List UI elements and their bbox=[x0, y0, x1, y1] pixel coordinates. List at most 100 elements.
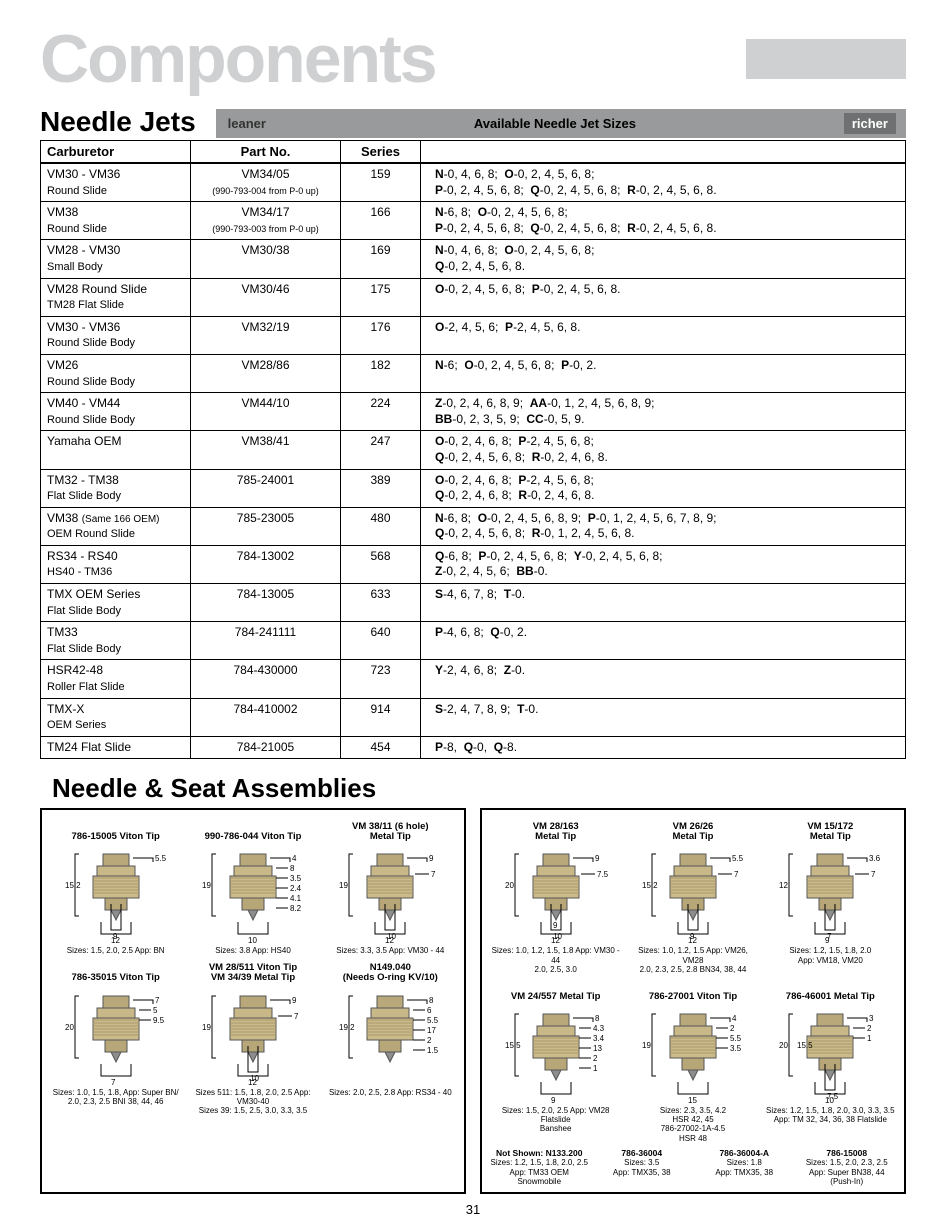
svg-text:10: 10 bbox=[825, 1096, 834, 1104]
table-row: TM32 - TM38Flat Slide Body785-24001389O-… bbox=[41, 469, 906, 507]
page-number: 31 bbox=[40, 1202, 906, 1217]
cell-sizes: N-0, 4, 6, 8; O-0, 2, 4, 5, 6, 8; Q-0, 2… bbox=[421, 240, 906, 278]
cell-sizes: N-6, 8; O-0, 2, 4, 5, 6, 8, 9; P-0, 1, 2… bbox=[421, 507, 906, 545]
cell-part-no: 784-13005 bbox=[191, 584, 341, 622]
svg-text:7: 7 bbox=[155, 996, 160, 1005]
svg-text:12: 12 bbox=[385, 936, 394, 944]
assembly-caption: Sizes: 1.0, 1.5, 1.8, App: Super BN/2.0,… bbox=[50, 1088, 181, 1106]
svg-text:3.6: 3.6 bbox=[869, 854, 881, 863]
assembly-label: 990-786-044 Viton Tip bbox=[187, 820, 318, 842]
svg-text:12: 12 bbox=[111, 936, 120, 944]
cell-part-no: VM34/17(990-793-003 from P-0 up) bbox=[191, 202, 341, 240]
svg-text:5: 5 bbox=[153, 1006, 158, 1015]
svg-text:7: 7 bbox=[734, 870, 739, 879]
svg-text:19: 19 bbox=[202, 1023, 211, 1032]
svg-text:7: 7 bbox=[431, 870, 436, 879]
cell-carburetor: TM32 - TM38Flat Slide Body bbox=[41, 469, 191, 507]
col-header-sizes bbox=[421, 141, 906, 164]
table-row: VM28 - VM30Small BodyVM30/38169N-0, 4, 6… bbox=[41, 240, 906, 278]
cell-series: 159 bbox=[341, 163, 421, 202]
cell-part-no: VM28/86 bbox=[191, 354, 341, 392]
svg-text:15.5: 15.5 bbox=[797, 1041, 813, 1050]
cell-carburetor: TM24 Flat Slide bbox=[41, 736, 191, 759]
cell-carburetor: RS34 - RS40HS40 - TM36 bbox=[41, 545, 191, 583]
svg-text:15.2: 15.2 bbox=[642, 881, 658, 890]
cell-series: 169 bbox=[341, 240, 421, 278]
cell-carburetor: VM38 (Same 166 OEM)OEM Round Slide bbox=[41, 507, 191, 545]
svg-text:5.5: 5.5 bbox=[730, 1034, 742, 1043]
svg-text:12: 12 bbox=[248, 1078, 257, 1086]
svg-text:9: 9 bbox=[553, 921, 558, 930]
svg-text:8.2: 8.2 bbox=[290, 904, 302, 913]
cell-series: 454 bbox=[341, 736, 421, 759]
assembly-cell: N149.040 (Needs O-ring KV/10)19.2865.517… bbox=[325, 962, 456, 1116]
assembly-label: 786-27001 Viton Tip bbox=[627, 980, 758, 1002]
needle-jets-heading: Needle Jets bbox=[40, 106, 196, 138]
cell-series: 568 bbox=[341, 545, 421, 583]
svg-text:4: 4 bbox=[292, 854, 297, 863]
cell-carburetor: HSR42-48Roller Flat Slide bbox=[41, 660, 191, 698]
cell-carburetor: VM28 - VM30Small Body bbox=[41, 240, 191, 278]
assembly-caption: Sizes: 1.2, 1.5, 1.8, 2.0App: VM18, VM20 bbox=[765, 946, 896, 964]
svg-text:7.5: 7.5 bbox=[597, 870, 609, 879]
assembly-label: 786-35015 Viton Tip bbox=[50, 962, 181, 984]
svg-text:3.5: 3.5 bbox=[730, 1044, 742, 1053]
cell-part-no: VM30/38 bbox=[191, 240, 341, 278]
svg-text:19.2: 19.2 bbox=[339, 1023, 355, 1032]
svg-text:13: 13 bbox=[593, 1044, 602, 1053]
svg-text:12: 12 bbox=[779, 881, 788, 890]
assembly-cell: VM 26/26 Metal Tip15.25.57912Sizes: 1.0,… bbox=[627, 820, 758, 974]
col-header-part-no: Part No. bbox=[191, 141, 341, 164]
cell-part-no: 785-24001 bbox=[191, 469, 341, 507]
svg-text:17: 17 bbox=[427, 1026, 436, 1035]
assembly-caption: Sizes: 2.0, 2.5, 2.8 App: RS34 - 40 bbox=[325, 1088, 456, 1097]
svg-text:19: 19 bbox=[642, 1041, 651, 1050]
needle-jets-table: Carburetor Part No. Series VM30 - VM36Ro… bbox=[40, 140, 906, 759]
svg-text:15: 15 bbox=[688, 1096, 697, 1104]
cell-series: 224 bbox=[341, 393, 421, 431]
cell-sizes: Y-2, 4, 6, 8; Z-0. bbox=[421, 660, 906, 698]
not-shown-item: Not Shown: N133.200Sizes: 1.2, 1.5, 1.8,… bbox=[490, 1149, 589, 1186]
cell-carburetor: VM28 Round SlideTM28 Flat Slide bbox=[41, 278, 191, 316]
table-row: VM40 - VM44Round Slide BodyVM44/10224Z-0… bbox=[41, 393, 906, 431]
cell-carburetor: TM33Flat Slide Body bbox=[41, 622, 191, 660]
svg-text:6: 6 bbox=[427, 1006, 432, 1015]
assembly-cell: VM 28/511 Viton Tip VM 34/39 Metal Tip 19… bbox=[187, 962, 318, 1116]
assembly-cell: VM 15/172 Metal Tip123.6779Sizes: 1.2, 1… bbox=[765, 820, 896, 974]
assembly-label: VM 38/11 (6 hole) Metal Tip bbox=[325, 820, 456, 842]
cell-series: 640 bbox=[341, 622, 421, 660]
table-row: VM26Round Slide BodyVM28/86182N-6; O-0, … bbox=[41, 354, 906, 392]
not-shown-item: 786-36004Sizes: 3.5App: TMX35, 38 bbox=[593, 1149, 692, 1186]
assembly-label: VM 24/557 Metal Tip bbox=[490, 980, 621, 1002]
cell-sizes: N-0, 4, 6, 8; O-0, 2, 4, 5, 6, 8; P-0, 2… bbox=[421, 163, 906, 202]
table-row: VM38 (Same 166 OEM)OEM Round Slide785-23… bbox=[41, 507, 906, 545]
cell-part-no: VM38/41 bbox=[191, 431, 341, 469]
table-row: RS34 - RS40HS40 - TM36784-13002568Q-6, 8… bbox=[41, 545, 906, 583]
cell-part-no: VM32/19 bbox=[191, 316, 341, 354]
cell-series: 480 bbox=[341, 507, 421, 545]
assembly-label: 786-46001 Metal Tip bbox=[765, 980, 896, 1002]
assembly-cell: VM 28/163 Metal Tip2097.510912Sizes: 1.0… bbox=[490, 820, 621, 974]
col-header-series: Series bbox=[341, 141, 421, 164]
assembly-label: VM 28/511 Viton Tip VM 34/39 Metal Tip bbox=[187, 962, 318, 984]
table-row: TM33Flat Slide Body784-241111640P-4, 6, … bbox=[41, 622, 906, 660]
svg-text:1.5: 1.5 bbox=[427, 1046, 439, 1055]
svg-text:8: 8 bbox=[290, 864, 295, 873]
cell-series: 182 bbox=[341, 354, 421, 392]
svg-text:1: 1 bbox=[867, 1034, 872, 1043]
table-row: TM24 Flat Slide784-21005454P-8, Q-0, Q-8… bbox=[41, 736, 906, 759]
svg-text:9: 9 bbox=[292, 996, 297, 1005]
assembly-label: VM 26/26 Metal Tip bbox=[627, 820, 758, 842]
svg-text:9.5: 9.5 bbox=[153, 1016, 165, 1025]
svg-text:2: 2 bbox=[427, 1036, 432, 1045]
needle-seat-heading: Needle & Seat Assemblies bbox=[52, 773, 906, 804]
assembly-cell: 786-35015 Viton Tip207759.5Sizes: 1.0, 1… bbox=[50, 962, 181, 1116]
not-shown-row: Not Shown: N133.200Sizes: 1.2, 1.5, 1.8,… bbox=[490, 1149, 896, 1186]
page-title-block: Components bbox=[40, 20, 906, 98]
cell-carburetor: VM38Round Slide bbox=[41, 202, 191, 240]
svg-text:7: 7 bbox=[294, 1012, 299, 1021]
cell-sizes: N-6, 8; O-0, 2, 4, 5, 6, 8; P-0, 2, 4, 5… bbox=[421, 202, 906, 240]
svg-text:20: 20 bbox=[505, 881, 514, 890]
svg-text:4.3: 4.3 bbox=[593, 1024, 605, 1033]
cell-series: 175 bbox=[341, 278, 421, 316]
